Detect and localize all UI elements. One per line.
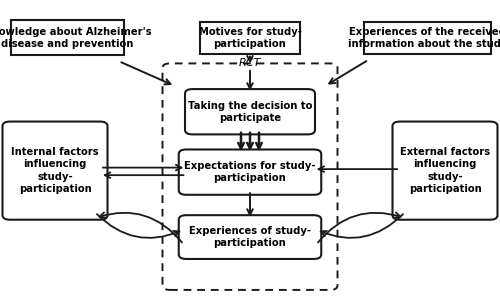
- Text: Expectations for study-
participation: Expectations for study- participation: [184, 161, 316, 183]
- Text: Experiences of study-
participation: Experiences of study- participation: [189, 226, 311, 248]
- Text: Experiences of the received
information about the study: Experiences of the received information …: [348, 27, 500, 49]
- Text: RCT: RCT: [239, 58, 261, 68]
- FancyBboxPatch shape: [2, 122, 108, 220]
- FancyBboxPatch shape: [12, 21, 124, 55]
- FancyBboxPatch shape: [179, 215, 322, 259]
- FancyBboxPatch shape: [364, 22, 491, 54]
- FancyBboxPatch shape: [200, 22, 300, 54]
- Text: Taking the decision to
participate: Taking the decision to participate: [188, 101, 312, 123]
- FancyBboxPatch shape: [185, 89, 315, 134]
- Text: Internal factors
influencing
study-
participation: Internal factors influencing study- part…: [11, 147, 99, 194]
- FancyBboxPatch shape: [162, 63, 338, 290]
- FancyBboxPatch shape: [392, 122, 498, 220]
- Text: External factors
influencing
study-
participation: External factors influencing study- part…: [400, 147, 490, 194]
- FancyBboxPatch shape: [179, 149, 322, 195]
- Text: Motives for study-
participation: Motives for study- participation: [198, 27, 302, 49]
- Text: Knowledge about Alzheimer's
disease and prevention: Knowledge about Alzheimer's disease and …: [0, 27, 152, 49]
